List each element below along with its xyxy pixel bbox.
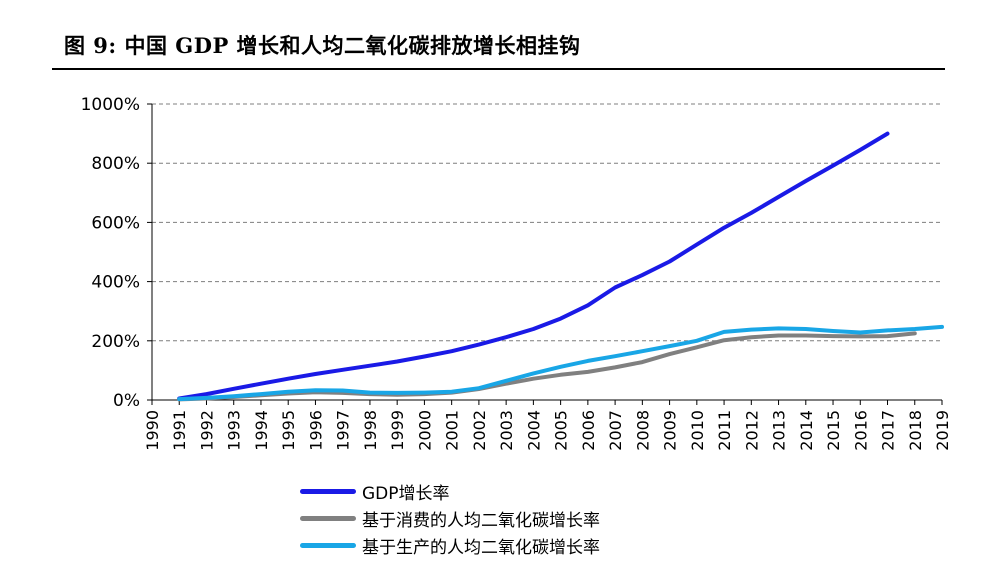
legend-item-consumption: 基于消费的人均二氧化碳增长率	[300, 505, 600, 532]
x-tick-label: 2004	[524, 410, 543, 451]
x-tick-label: 2016	[851, 410, 870, 451]
x-tick-label: 2006	[579, 410, 598, 451]
legend-swatch-gdp	[300, 489, 356, 494]
production-co2-line	[177, 324, 944, 402]
x-tick-label: 2001	[443, 410, 462, 451]
legend-item-gdp: GDP增长率	[300, 478, 600, 505]
x-tick-label: 1992	[197, 410, 216, 451]
x-tick-label: 2018	[906, 410, 925, 451]
legend-label-gdp: GDP增长率	[362, 484, 450, 504]
x-tick-label: 1996	[306, 410, 325, 451]
x-tick-label: 1994	[252, 410, 271, 451]
x-tick-label: 1998	[361, 410, 380, 451]
x-tick-label: 1995	[279, 410, 298, 451]
legend-label-production: 基于生产的人均二氧化碳增长率	[362, 538, 600, 558]
y-tick-label: 1000%	[81, 95, 140, 115]
x-tick-label: 1993	[225, 410, 244, 451]
figure-title: 图 9: 中国 GDP 增长和人均二氧化碳排放增长相挂钩	[64, 33, 581, 58]
legend: GDP增长率 基于消费的人均二氧化碳增长率 基于生产的人均二氧化碳增长率	[300, 478, 600, 559]
x-tick-label: 1999	[388, 410, 407, 451]
x-tick-label: 2007	[606, 410, 625, 451]
y-tick-label: 400%	[91, 273, 140, 293]
x-tick-label: 2008	[633, 410, 652, 451]
x-tick-label: 1991	[170, 410, 189, 451]
legend-swatch-production	[300, 543, 356, 548]
x-tick-label: 2013	[770, 410, 789, 451]
gdp-growth-line	[177, 131, 890, 401]
legend-label-consumption: 基于消费的人均二氧化碳增长率	[362, 511, 600, 531]
x-tick-label: 1990	[143, 410, 162, 451]
y-tick-label: 0%	[113, 391, 140, 411]
x-tick-label: 2000	[415, 410, 434, 451]
x-tick-label: 1997	[334, 410, 353, 451]
y-tick-label: 200%	[91, 332, 140, 352]
title-rule	[52, 68, 945, 70]
x-tick-label: 2012	[742, 410, 761, 451]
x-tick-label: 2009	[661, 410, 680, 451]
y-tick-label: 600%	[91, 213, 140, 233]
x-tick-label: 2015	[824, 410, 843, 451]
consumption-co2-line	[177, 331, 917, 402]
x-tick-label: 2011	[715, 410, 734, 451]
x-tick-label: 2014	[797, 410, 816, 451]
x-tick-label: 2005	[552, 410, 571, 451]
x-tick-label: 2010	[688, 410, 707, 451]
x-tick-label: 2002	[470, 410, 489, 451]
x-tick-label: 2019	[933, 410, 952, 451]
y-tick-label: 800%	[91, 154, 140, 174]
x-tick-label: 2003	[497, 410, 516, 451]
legend-swatch-consumption	[300, 516, 356, 521]
legend-item-production: 基于生产的人均二氧化碳增长率	[300, 532, 600, 559]
x-tick-label: 2017	[879, 410, 898, 451]
